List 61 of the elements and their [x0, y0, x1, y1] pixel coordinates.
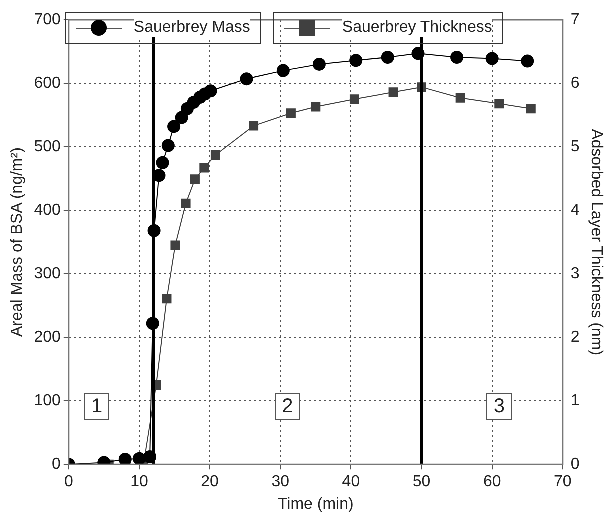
y2-tick-label: 4 — [570, 202, 580, 219]
x-tick-label: 10 — [130, 474, 148, 491]
x-tick-label: 30 — [272, 474, 290, 491]
point — [494, 99, 504, 109]
y2-tick-label: 3 — [570, 265, 580, 282]
point — [350, 54, 363, 68]
point — [204, 84, 218, 98]
y2-tick-label: 5 — [570, 138, 580, 156]
point — [456, 93, 466, 103]
point — [240, 72, 254, 86]
y2-tick-label: 1 — [570, 392, 580, 410]
point — [200, 163, 210, 173]
y2-tick-label: 2 — [570, 328, 580, 346]
y-tick-label: 600 — [34, 74, 61, 92]
x-tick-label: 50 — [412, 474, 431, 491]
annotation: 3 — [486, 394, 512, 421]
annotation: 2 — [275, 394, 300, 421]
point — [311, 102, 321, 112]
point — [450, 50, 464, 64]
point — [190, 174, 200, 184]
point — [118, 453, 132, 465]
point — [521, 54, 534, 68]
point — [156, 156, 170, 170]
point — [486, 52, 499, 66]
point — [181, 198, 191, 208]
point — [170, 240, 180, 250]
annotation: 1 — [84, 394, 110, 421]
y-tick-label: 100 — [34, 392, 61, 410]
y2-axis-title: Adsorbed Layer Thickness (nm) — [588, 129, 605, 356]
point — [162, 139, 175, 152]
legend-label: Sauerbrey Thickness — [342, 19, 492, 37]
y-axis-title: Areal Mass of BSA (ng/m²) — [9, 148, 26, 337]
x-tick-label: 60 — [483, 474, 502, 491]
x-tick-label: 0 — [64, 474, 74, 491]
point — [175, 111, 188, 124]
y-tick-label: 300 — [34, 265, 61, 282]
y2-tick-label: 6 — [570, 74, 580, 92]
y-tick-label: 500 — [34, 138, 61, 156]
y-tick-label: 700 — [34, 11, 61, 28]
y-tick-label: 200 — [34, 328, 61, 346]
y2-tick-label: 0 — [570, 456, 580, 474]
point — [162, 294, 172, 304]
point — [276, 64, 290, 78]
point — [381, 50, 394, 64]
point — [350, 94, 360, 104]
point — [286, 108, 296, 118]
y2-tick-label: 7 — [570, 11, 580, 28]
x-tick-label: 70 — [554, 474, 572, 491]
y-tick-label: 0 — [52, 456, 61, 474]
point — [249, 121, 259, 131]
y-tick-label: 400 — [34, 202, 61, 219]
point — [388, 88, 398, 98]
point — [132, 452, 146, 465]
point — [312, 58, 326, 71]
legend-label: Sauerbrey Mass — [134, 19, 250, 37]
x-tick-label: 20 — [201, 474, 220, 491]
point — [526, 104, 536, 114]
point — [210, 150, 220, 160]
x-axis-title: Time (min) — [278, 496, 354, 513]
x-tick-label: 40 — [342, 474, 360, 491]
point — [168, 120, 181, 134]
